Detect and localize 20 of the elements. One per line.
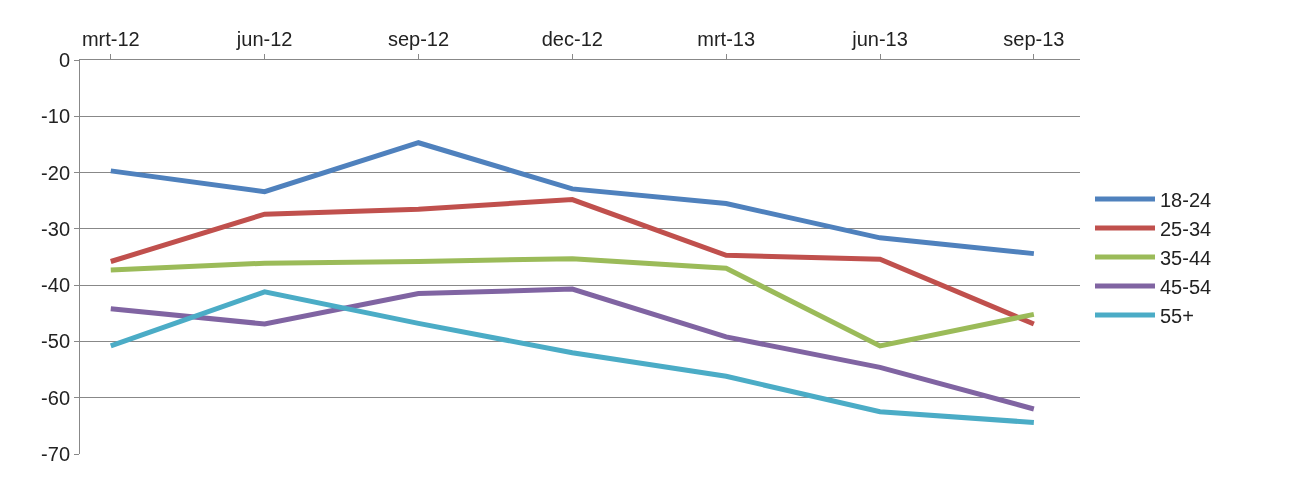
legend-label: 25-34 [1160, 217, 1212, 240]
x-tick-label: jun-12 [235, 28, 293, 50]
y-tick-label: -40 [41, 274, 70, 297]
y-tick-label: 0 [58, 49, 70, 71]
x-tick-label: sep-12 [387, 28, 450, 50]
legend-label: 45-54 [1160, 275, 1212, 298]
legend-label: 55+ [1160, 304, 1194, 327]
x-tick-label: mrt-13 [697, 28, 756, 50]
y-tick-label: -10 [41, 105, 70, 128]
legend-label: 18-24 [1160, 188, 1212, 211]
y-tick-label: -20 [41, 161, 70, 184]
y-tick-label: -50 [41, 330, 70, 353]
x-tick-label: sep-13 [1003, 28, 1065, 50]
y-tick-label: -30 [41, 217, 70, 240]
y-tick-label: -70 [41, 443, 70, 465]
x-tick-label: mrt-12 [81, 28, 140, 50]
x-tick-label: dec-12 [541, 28, 603, 50]
legend-label: 35-44 [1160, 246, 1212, 269]
y-tick-label: -60 [41, 386, 70, 409]
x-tick-label: jun-13 [851, 28, 908, 50]
